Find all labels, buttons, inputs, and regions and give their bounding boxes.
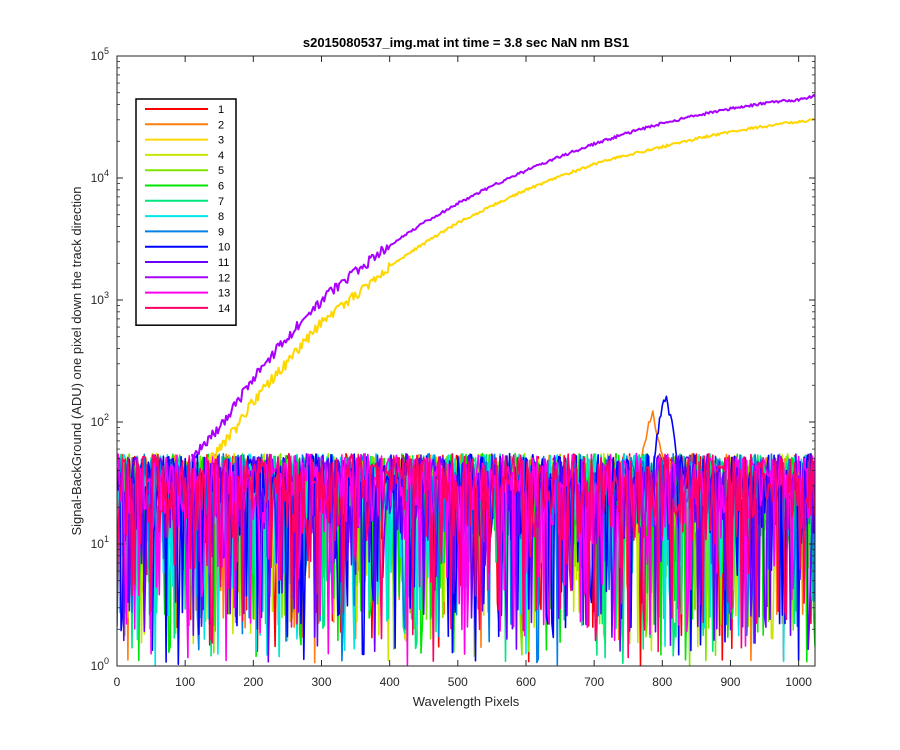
series-14-line (117, 452, 815, 662)
y-tick-label: 100 (91, 656, 109, 673)
y-axis-label: Signal-BackGround (ADU) one pixel down t… (69, 186, 84, 535)
x-tick-label: 100 (175, 675, 195, 689)
x-tick-label: 600 (516, 675, 536, 689)
x-tick-label: 1000 (785, 675, 812, 689)
legend-label-13: 13 (218, 288, 230, 300)
legend-box (135, 98, 237, 326)
y-tick-label: 104 (91, 168, 109, 185)
y-tick-label: 102 (91, 412, 109, 429)
x-axis-label: Wavelength Pixels (413, 694, 520, 709)
series-3-line (208, 117, 815, 464)
legend-label-1: 1 (218, 104, 224, 116)
series-12-line (191, 94, 815, 462)
legend-label-7: 7 (218, 196, 224, 208)
y-tick-label: 103 (91, 290, 109, 307)
chart-title: s2015080537_img.mat int time = 3.8 sec N… (303, 35, 629, 50)
x-tick-label: 200 (243, 675, 263, 689)
x-tick-label: 400 (380, 675, 400, 689)
legend-label-5: 5 (218, 165, 224, 177)
axes: 0 100 200 300 400 500 600 700 800 900 100010010110… (91, 46, 816, 689)
legend-label-6: 6 (218, 181, 224, 193)
y-tick-label: 105 (91, 46, 109, 63)
legend-label-12: 12 (218, 272, 230, 284)
plot-area (117, 94, 815, 666)
legend-label-9: 9 (218, 226, 224, 238)
x-tick-label: 800 (652, 675, 672, 689)
axes-box (116, 55, 816, 667)
legend-label-11: 11 (218, 257, 229, 269)
x-tick-label: 500 (448, 675, 468, 689)
legend-label-8: 8 (218, 211, 224, 223)
x-tick-label: 0 (114, 675, 121, 689)
x-tick-label: 300 (311, 675, 331, 689)
legend-label-10: 10 (218, 242, 230, 254)
y-tick-label: 101 (91, 534, 109, 551)
legend-label-2: 2 (218, 119, 224, 131)
x-tick-label: 900 (720, 675, 740, 689)
legend-label-4: 4 (218, 150, 224, 162)
legend-label-3: 3 (218, 135, 224, 147)
x-tick-label: 700 (584, 675, 604, 689)
legend-label-14: 14 (218, 303, 230, 315)
